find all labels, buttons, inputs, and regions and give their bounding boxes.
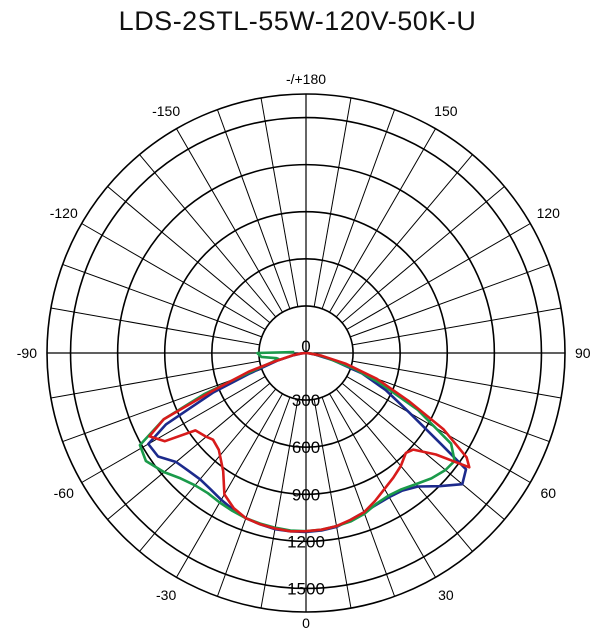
polar-grid: [46, 93, 566, 613]
spoke-170: [313, 97, 352, 307]
spoke-160: [321, 109, 396, 309]
spoke-210: [176, 128, 283, 313]
spoke-190: [260, 97, 299, 307]
spoke-310: [107, 382, 271, 520]
spoke-20: [321, 397, 396, 597]
spoke-220: [139, 154, 277, 318]
spoke-100: [352, 307, 562, 346]
spoke-150: [329, 128, 436, 313]
radial-label-600: 600: [292, 438, 320, 457]
angle-label-120: 120: [537, 205, 561, 221]
spoke-350: [260, 399, 299, 609]
radial-label-0: 0: [301, 337, 310, 356]
radial-label-900: 900: [292, 485, 320, 504]
spoke-340: [216, 397, 291, 597]
spoke-230: [107, 186, 271, 324]
angle-label--120: -120: [50, 205, 78, 221]
angle-label-150: 150: [434, 103, 458, 119]
radial-label-300: 300: [292, 391, 320, 410]
series-line-3: [148, 351, 471, 533]
angle-labels: -/+180 150 -150 120 -120 90 -90 60 -60 30 -30 0: [17, 71, 591, 631]
angle-label--150: -150: [152, 103, 180, 119]
spoke-300: [81, 376, 266, 483]
angle-label--90: -90: [17, 345, 37, 361]
radial-labels: 0 300 600 900 1200 1500: [287, 337, 325, 598]
spoke-240: [81, 223, 266, 330]
curves: [138, 350, 471, 534]
spoke-260: [50, 307, 260, 346]
spoke-10: [313, 399, 352, 609]
spoke-30: [329, 393, 436, 578]
spoke-320: [139, 388, 277, 552]
spoke-200: [216, 109, 291, 309]
chart-title: LDS-2STL-55W-120V-50K-U: [118, 6, 477, 36]
spoke-80: [352, 360, 562, 399]
spoke-140: [335, 154, 473, 318]
spoke-130: [341, 186, 505, 324]
angle-label-60: 60: [540, 485, 556, 501]
spoke-280: [50, 360, 260, 399]
spoke-40: [335, 388, 473, 552]
spoke-330: [176, 393, 283, 578]
angle-label--60: -60: [54, 485, 74, 501]
angle-label-0: 0: [302, 615, 310, 631]
angle-label--180: -/+180: [286, 71, 326, 87]
angle-label-90: 90: [575, 345, 591, 361]
spoke-70: [350, 368, 550, 443]
spoke-110: [350, 263, 550, 338]
angle-label-30: 30: [438, 587, 454, 603]
spoke-250: [62, 263, 262, 338]
angle-label--30: -30: [156, 587, 176, 603]
radial-label-1500: 1500: [287, 579, 325, 598]
spoke-120: [346, 223, 531, 330]
radial-label-1200: 1200: [287, 532, 325, 551]
